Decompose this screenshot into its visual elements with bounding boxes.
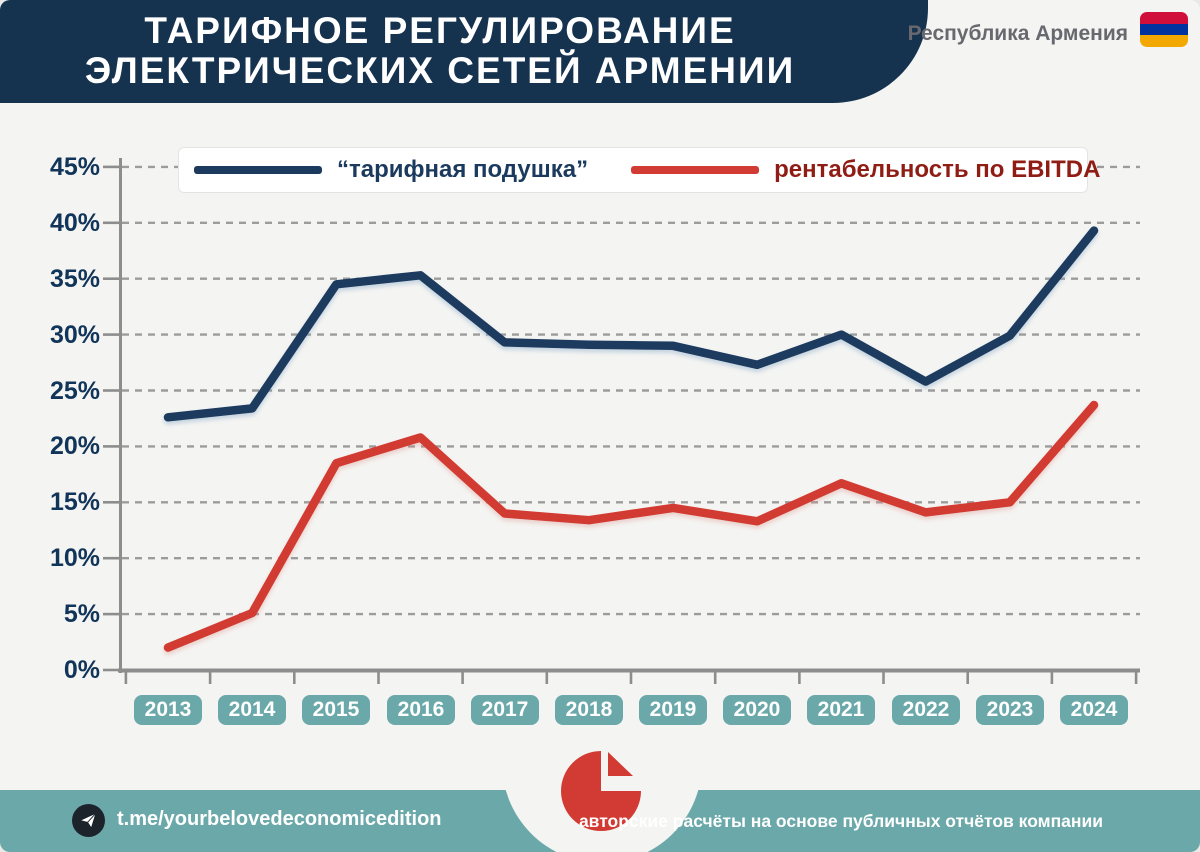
legend-swatch-tariff	[194, 166, 322, 174]
legend-swatch-ebitda	[631, 166, 760, 174]
legend-label-tariff: “тарифная подушка”	[337, 156, 589, 183]
year-badge-2013: 2013	[134, 695, 202, 725]
y-label-45%: 45%	[49, 153, 100, 181]
year-badge-2022: 2022	[892, 695, 960, 725]
series-line-1	[163, 400, 1099, 652]
year-badge-2015: 2015	[302, 695, 370, 725]
source-note: авторские расчёты на основе публичных от…	[578, 811, 1103, 831]
year-badge-2019: 2019	[639, 695, 707, 725]
armenia-flag-icon	[1140, 12, 1188, 47]
chart-legend: “тарифная подушка” рентабельность по EBI…	[178, 147, 1100, 193]
page-title-line1: ТАРИФНОЕ РЕГУЛИРОВАНИЕ	[144, 10, 736, 51]
year-badge-2016: 2016	[387, 695, 455, 725]
y-label-10%: 10%	[49, 544, 100, 572]
series-line-0	[163, 226, 1099, 422]
year-badge-2020: 2020	[723, 695, 791, 725]
flag-stripe-blue	[1140, 23, 1188, 36]
year-badge-2014: 2014	[218, 695, 286, 725]
y-label-15%: 15%	[49, 488, 100, 516]
y-label-40%: 40%	[49, 209, 100, 237]
header-banner	[0, 0, 928, 103]
pie-clock-logo-icon	[561, 751, 641, 831]
y-label-0%: 0%	[63, 656, 100, 684]
y-label-5%: 5%	[63, 600, 100, 628]
y-label-20%: 20%	[49, 432, 100, 460]
flag-stripe-red	[1140, 12, 1188, 24]
page-title-line2: ЭЛЕКТРИЧЕСКИХ СЕТЕЙ АРМЕНИИ	[84, 50, 796, 91]
flag-stripe-orange	[1140, 35, 1188, 47]
year-badge-2021: 2021	[807, 695, 875, 725]
y-label-35%: 35%	[49, 265, 100, 293]
y-label-25%: 25%	[49, 377, 100, 405]
year-badge-2017: 2017	[471, 695, 539, 725]
country-label: Республика Армения	[907, 22, 1128, 45]
year-badge-2024: 2024	[1060, 695, 1128, 725]
page-title: ТАРИФНОЕ РЕГУЛИРОВАНИЕ ЭЛЕКТРИЧЕСКИХ СЕТ…	[0, 11, 880, 91]
telegram-icon	[72, 804, 105, 837]
legend-label-ebitda: рентабельность по EBITDA	[774, 156, 1101, 183]
year-badge-2023: 2023	[976, 695, 1044, 725]
year-badge-2018: 2018	[555, 695, 623, 725]
y-label-30%: 30%	[49, 321, 100, 349]
telegram-handle: t.me/yourbelovedeconomicedition	[117, 808, 442, 830]
